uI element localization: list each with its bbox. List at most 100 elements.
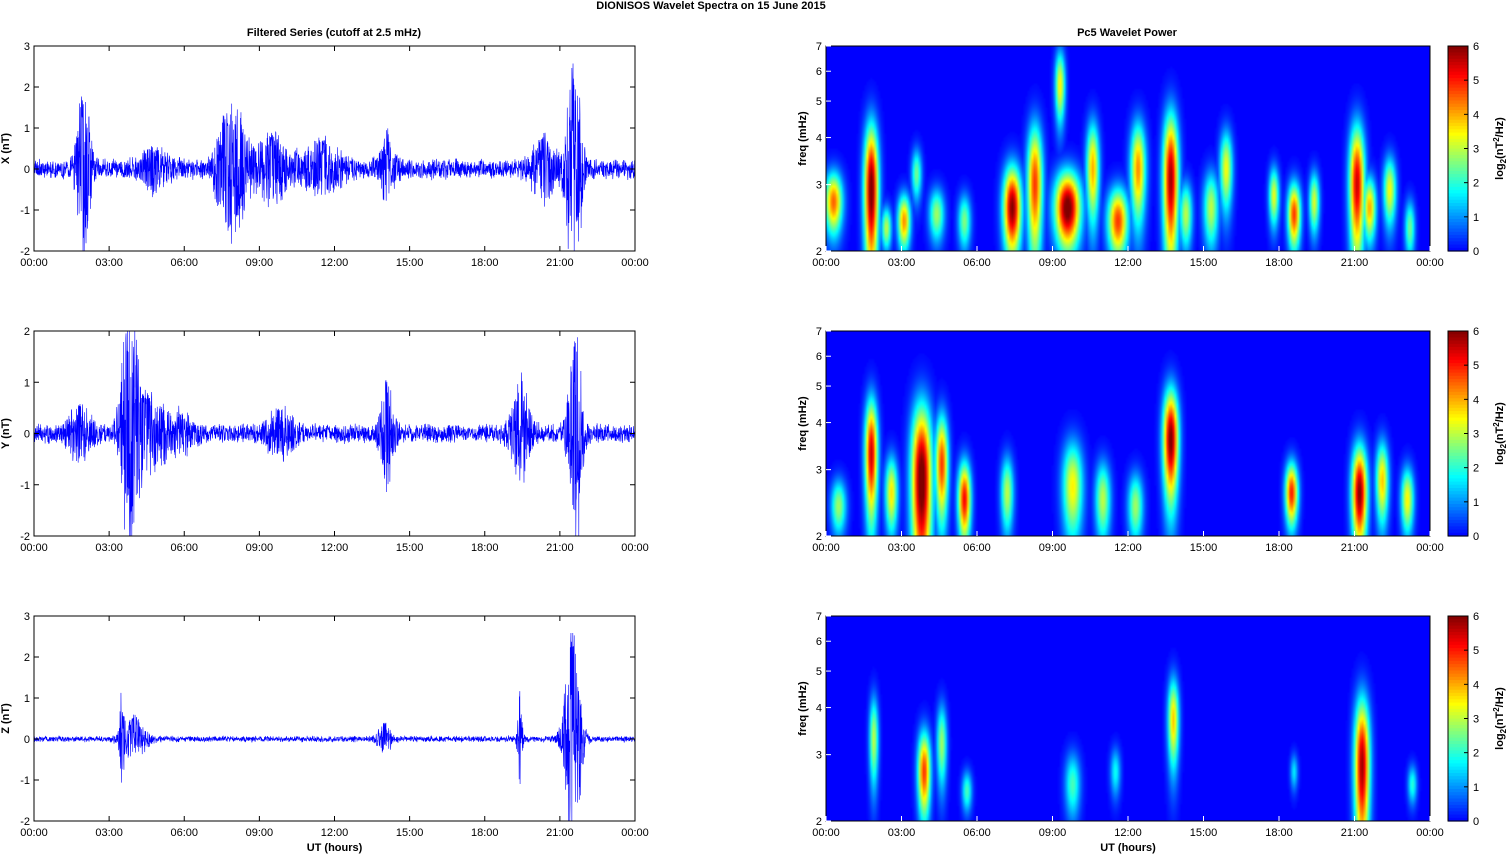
colorbar-step xyxy=(1448,379,1468,383)
x-tick-label: 21:00 xyxy=(1341,827,1369,839)
colorbar-step xyxy=(1448,103,1468,108)
colorbar-step xyxy=(1448,632,1468,636)
y-tick-label: 1 xyxy=(24,377,30,389)
colorbar-step xyxy=(1448,225,1468,230)
colorbar-step xyxy=(1448,718,1468,723)
colorbar-step xyxy=(1448,494,1468,499)
x-tick-label: 21:00 xyxy=(1341,542,1369,554)
colorbar-step xyxy=(1448,116,1468,121)
y-tick-label: 0 xyxy=(24,734,30,746)
colorbar-step xyxy=(1448,660,1468,665)
colorbar-step xyxy=(1448,87,1468,92)
colorbar-step xyxy=(1448,202,1468,207)
colorbar-step xyxy=(1448,523,1468,527)
x-tick-label: 18:00 xyxy=(471,542,499,554)
colorbar-tick-label: 3 xyxy=(1473,429,1479,441)
x-tick-label: 09:00 xyxy=(1039,542,1067,554)
colorbar-step xyxy=(1448,772,1468,777)
colorbar-step xyxy=(1448,90,1468,95)
y-tick-label: 2 xyxy=(24,82,30,94)
colorbar-step xyxy=(1448,138,1468,143)
y-tick-label: -1 xyxy=(20,775,30,787)
x-tick-label: 00:00 xyxy=(1416,257,1444,269)
x-tick-label: 18:00 xyxy=(471,827,499,839)
colorbar-step xyxy=(1448,616,1468,620)
colorbar-step xyxy=(1448,481,1468,486)
colorbar-step xyxy=(1448,638,1468,643)
y-tick-label: 1 xyxy=(24,693,30,705)
y-axis-label: freq (mHz) xyxy=(797,111,809,166)
x-tick-label: 03:00 xyxy=(95,542,123,554)
colorbar-step xyxy=(1448,135,1468,140)
colorbar-step xyxy=(1448,465,1468,470)
y-tick-label: 3 xyxy=(24,611,30,623)
x-tick-label: 03:00 xyxy=(888,827,916,839)
colorbar-tick-label: 4 xyxy=(1473,109,1479,121)
x-tick-label: 09:00 xyxy=(246,257,274,269)
spectrum-panel-y: 7 6 5 4 3 2 freq (mHz) 6 5 4 3 2 1 0 log2(nT2/Hz) 00:00… xyxy=(797,326,1508,554)
x-tick-label: 00:00 xyxy=(812,542,840,554)
x-tick-label: 18:00 xyxy=(1265,257,1293,269)
x-tick-label: 15:00 xyxy=(1190,257,1218,269)
colorbar-step xyxy=(1448,503,1468,508)
colorbar-step xyxy=(1448,206,1468,210)
y-tick-label: 7 xyxy=(816,41,822,53)
x-axis-label: UT (hours) xyxy=(307,842,363,854)
colorbar-step xyxy=(1448,801,1468,806)
x-tick-label: 12:00 xyxy=(1114,542,1142,554)
colorbar-step xyxy=(1448,670,1468,675)
colorbar-step xyxy=(1448,65,1468,70)
y-tick-label: 6 xyxy=(816,66,822,78)
colorbar-step xyxy=(1448,366,1468,371)
x-tick-label: 12:00 xyxy=(321,827,349,839)
colorbar-step xyxy=(1448,500,1468,505)
colorbar-step xyxy=(1448,94,1468,98)
colorbar-step xyxy=(1448,439,1468,444)
x-tick-label: 03:00 xyxy=(888,257,916,269)
colorbar-step xyxy=(1448,164,1468,169)
y-tick-label: 3 xyxy=(816,465,822,477)
y-tick-label: 3 xyxy=(816,180,822,192)
x-tick-label: 00:00 xyxy=(20,542,48,554)
x-tick-label: 06:00 xyxy=(963,542,991,554)
colorbar-tick-label: 1 xyxy=(1473,212,1479,224)
x-axis-label: UT (hours) xyxy=(1100,842,1156,854)
colorbar-tick-label: 5 xyxy=(1473,645,1479,657)
colorbar-step xyxy=(1448,696,1468,700)
y-axis-label: X (nT) xyxy=(0,133,12,164)
colorbar-step xyxy=(1448,462,1468,467)
colorbar-step xyxy=(1448,737,1468,742)
series-trace-y xyxy=(33,330,636,537)
colorbar-step xyxy=(1448,231,1468,236)
colorbar-step xyxy=(1448,811,1468,816)
colorbar-step xyxy=(1448,228,1468,233)
colorbar-step xyxy=(1448,372,1468,377)
x-tick-label: 03:00 xyxy=(888,542,916,554)
colorbar-tick-label: 5 xyxy=(1473,360,1479,372)
x-tick-label: 09:00 xyxy=(246,827,274,839)
colorbar-step xyxy=(1448,142,1468,146)
colorbar-step xyxy=(1448,779,1468,784)
colorbar-step xyxy=(1448,62,1468,66)
y-tick-label: -2 xyxy=(20,246,30,258)
colorbar-step xyxy=(1448,423,1468,428)
colorbar-step xyxy=(1448,654,1468,659)
colorbar-step xyxy=(1448,766,1468,771)
colorbar-step xyxy=(1448,475,1468,479)
y-tick-label: 5 xyxy=(816,381,822,393)
colorbar-tick-label: 6 xyxy=(1473,326,1479,338)
colorbar-step xyxy=(1448,516,1468,521)
series-panel-z: 3 2 1 0 -1 -2 Z (nT) 00:00 03:00 06:00 09:00 12:00 1… xyxy=(0,611,649,854)
y-tick-label: 0 xyxy=(24,164,30,176)
x-tick-label: 00:00 xyxy=(812,257,840,269)
colorbar-step xyxy=(1448,46,1468,50)
colorbar-step xyxy=(1448,676,1468,681)
series-trace-x xyxy=(33,63,636,252)
colorbar-step xyxy=(1448,97,1468,102)
colorbar-step xyxy=(1448,177,1468,182)
colorbar-step xyxy=(1448,388,1468,393)
colorbar-step xyxy=(1448,199,1468,204)
colorbar-step xyxy=(1448,170,1468,175)
colorbar-step xyxy=(1448,340,1468,345)
colorbar-x: 6 5 4 3 2 1 0 log2(nT2/Hz) xyxy=(1447,41,1508,258)
